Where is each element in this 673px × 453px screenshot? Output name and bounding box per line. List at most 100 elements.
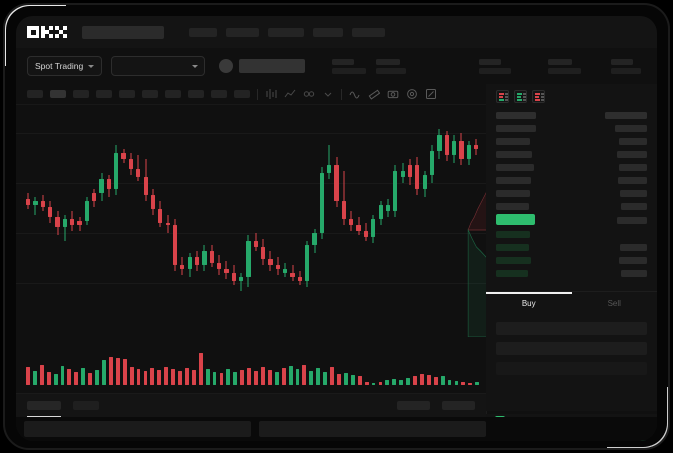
nav-item-1[interactable] [226, 27, 259, 37]
candlestick-chart[interactable] [16, 105, 486, 337]
market-type-dropdown[interactable]: Spot Trading [27, 56, 103, 76]
stat-block-1 [376, 58, 407, 74]
orderbook-ask-amount [621, 203, 647, 210]
orderbook-mode-both-icon[interactable] [496, 90, 509, 103]
volume-bar [136, 369, 141, 385]
volume-bar [102, 360, 106, 385]
orderbook-ask-row [496, 125, 536, 132]
volume-bar [191, 370, 196, 385]
volume-bar [419, 374, 424, 385]
volume-bar [316, 368, 321, 385]
amount-field[interactable] [496, 342, 647, 355]
timeframe-button-7[interactable] [188, 90, 204, 98]
candle [466, 105, 471, 337]
indicators-icon[interactable] [303, 88, 315, 100]
bottom-action-1[interactable] [442, 401, 475, 410]
candle [341, 105, 347, 337]
candle [92, 105, 97, 337]
orderbook-header-price [496, 112, 536, 119]
candle [238, 105, 244, 337]
candle [26, 105, 31, 337]
volume-bar [309, 371, 314, 385]
timeframe-button-0[interactable] [27, 90, 43, 98]
chevron-down-icon[interactable] [322, 88, 334, 100]
candle [312, 105, 317, 337]
volume-bar [440, 376, 445, 385]
price-field[interactable] [496, 322, 647, 335]
candle [55, 105, 60, 337]
volume-bar [254, 371, 258, 385]
ruler-icon[interactable] [368, 88, 380, 100]
timeframe-button-1[interactable] [50, 90, 66, 98]
candle [363, 105, 369, 337]
candle [378, 105, 383, 337]
volume-bar [247, 368, 252, 385]
volume-bar [461, 382, 466, 385]
candlestick-chart-icon[interactable] [265, 88, 277, 100]
volume-bar [468, 383, 473, 385]
timeframe-button-3[interactable] [96, 90, 112, 98]
timeframe-button-4[interactable] [119, 90, 135, 98]
line-chart-icon[interactable] [284, 88, 296, 100]
bottom-action-0[interactable] [397, 401, 430, 410]
candle [48, 105, 53, 337]
orderbook-last-price [496, 214, 535, 225]
timeframe-button-8[interactable] [211, 90, 227, 98]
trading-pair-dropdown[interactable] [111, 56, 206, 76]
search-input[interactable] [82, 25, 164, 39]
candle [246, 105, 251, 337]
volume-bar [350, 375, 355, 385]
timeframe-button-2[interactable] [73, 90, 89, 98]
bottom-panel-0[interactable] [24, 421, 251, 437]
logo-letter-o [27, 26, 39, 38]
candle [209, 105, 214, 337]
volume-bar [364, 382, 369, 385]
fullscreen-icon[interactable] [425, 88, 437, 100]
bottom-tab-1[interactable] [73, 401, 99, 410]
tab-sell[interactable]: Sell [572, 292, 658, 315]
volume-bar [46, 372, 51, 385]
bottom-panel-1[interactable] [259, 421, 486, 437]
candle [70, 105, 75, 337]
candle [459, 105, 464, 337]
logo-letter-x [55, 26, 67, 38]
orderbook-ask-row [496, 177, 531, 184]
timeframe-button-9[interactable] [234, 90, 250, 98]
nav-item-4[interactable] [352, 27, 385, 37]
nav-item-2[interactable] [268, 27, 304, 37]
volume-bar [219, 373, 224, 385]
stat-block-3 [548, 58, 582, 74]
orderbook-rows[interactable] [486, 108, 657, 283]
candle [150, 105, 156, 337]
orderbook-ask-amount [619, 164, 647, 171]
volume-bar [88, 373, 93, 385]
nav-item-3[interactable] [313, 27, 343, 37]
nav-item-0[interactable] [189, 27, 217, 37]
settings-icon[interactable] [406, 88, 418, 100]
orderbook-mode-asks-icon[interactable] [532, 90, 545, 103]
volume-bar [115, 358, 120, 385]
app-screen: Spot Trading [16, 16, 657, 441]
candle [216, 105, 222, 337]
tab-buy[interactable]: Buy [486, 292, 572, 315]
volume-bar [157, 370, 162, 385]
camera-icon[interactable] [387, 88, 399, 100]
volume-bar [95, 370, 99, 385]
stat-value [611, 67, 642, 74]
timeframe-button-6[interactable] [165, 90, 181, 98]
volume-bar [32, 371, 37, 385]
wave-icon[interactable] [349, 88, 361, 100]
orderbook-ask-amount [619, 138, 647, 145]
orderbook-mode-bids-icon[interactable] [514, 90, 527, 103]
total-field[interactable] [496, 362, 647, 375]
logo-letter-k [41, 26, 53, 38]
okx-logo-icon[interactable] [27, 26, 67, 38]
bottom-tab-0[interactable] [27, 401, 61, 417]
ticker-price [239, 59, 306, 73]
candle [106, 105, 112, 337]
timeframe-button-5[interactable] [142, 90, 158, 98]
coin-avatar [219, 59, 234, 73]
candle [165, 105, 170, 337]
stat-value [332, 67, 367, 74]
stat-label [332, 58, 355, 65]
